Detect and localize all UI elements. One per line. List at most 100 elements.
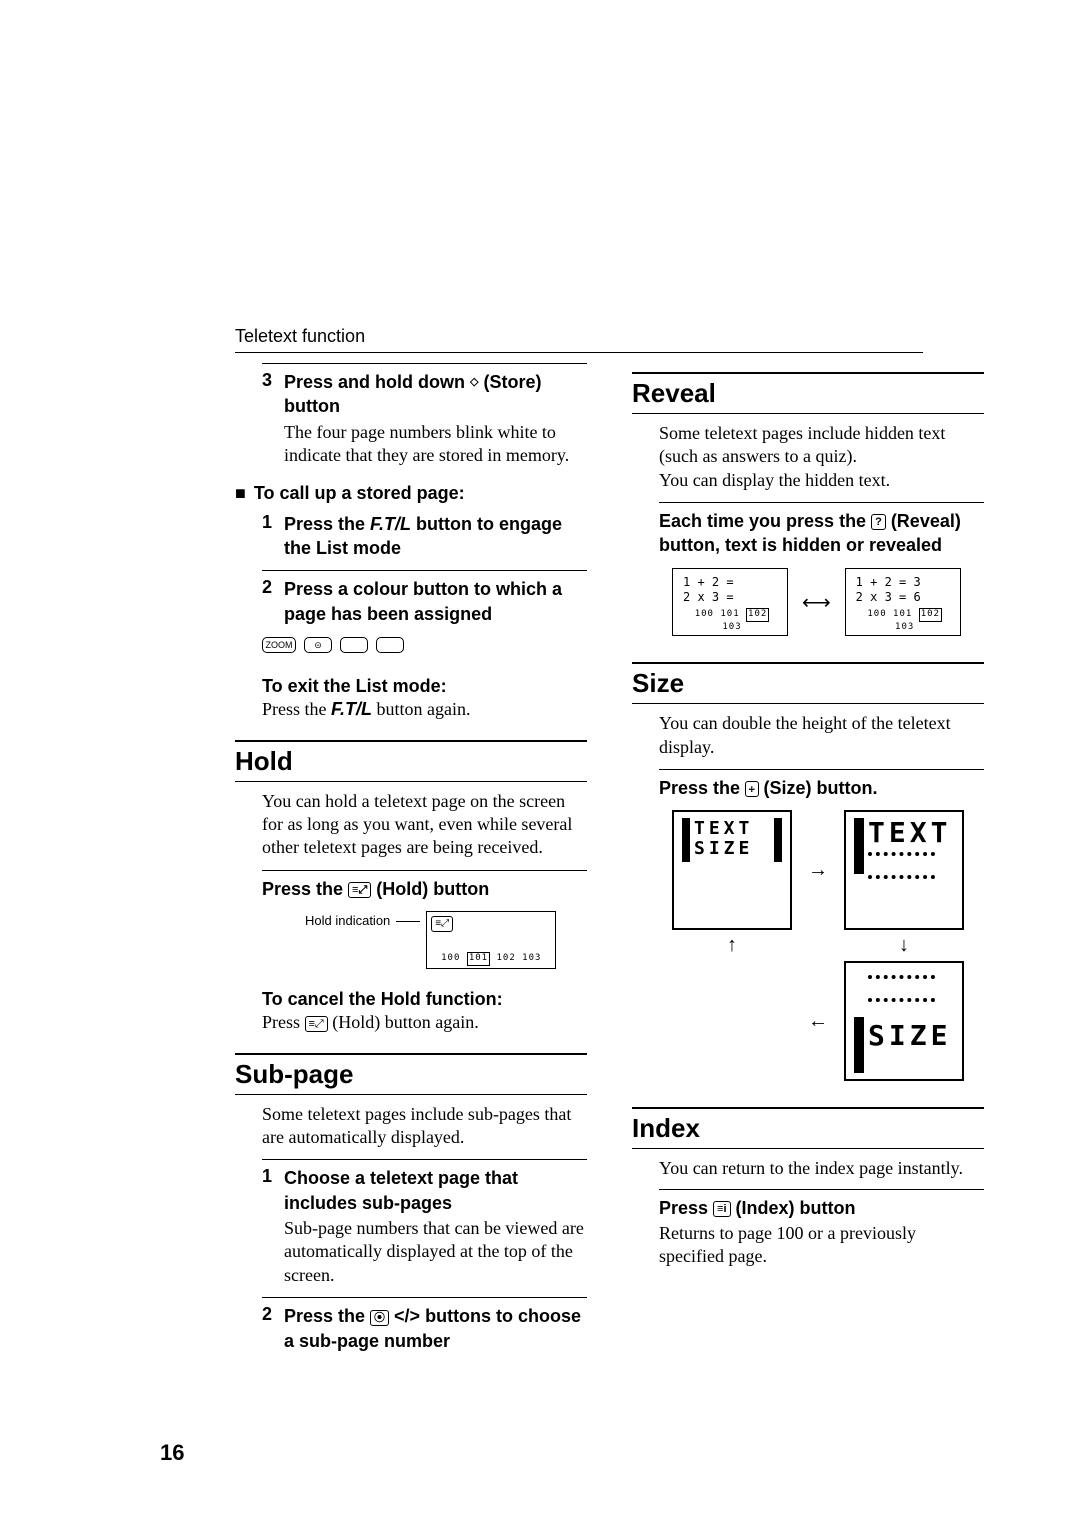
step-title: Press a colour button to which a page ha… [284, 577, 587, 626]
text: TEXT [868, 816, 951, 849]
colour-button-icon [376, 637, 404, 653]
section-rule-top [235, 1053, 587, 1055]
current-page: 102 [746, 608, 769, 622]
size-partial-icon [868, 975, 935, 1002]
hold-figure: Hold indication ≡⤢ 100 101 102 103 [305, 911, 587, 969]
subpage-heading: Sub-page [235, 1059, 587, 1090]
left-column: 3 Press and hold down ◇ (Store) button T… [235, 363, 587, 1353]
colour-button-icon: ⊝ [304, 637, 332, 653]
size-partial-icon [868, 852, 935, 879]
text: Each time you press the [659, 511, 871, 531]
size-intro: You can double the height of the teletex… [632, 712, 984, 759]
header-rule [235, 352, 923, 353]
text: button again. [372, 699, 470, 719]
subpage-button-icon: ⦿ [370, 1310, 389, 1326]
hold-press: Press the ≡⤢ (Hold) button [235, 877, 587, 901]
text: (Size) button. [759, 778, 878, 798]
step-number: 1 [262, 1166, 274, 1287]
hold-icon: ≡⤢ [431, 916, 453, 932]
size-heading: Size [632, 668, 984, 699]
size-cell-normal: TEXT SIZE [672, 810, 792, 930]
text: Press the [284, 1306, 370, 1326]
step-title: Choose a teletext page that includes sub… [284, 1166, 587, 1215]
hold-intro: You can hold a teletext page on the scre… [235, 790, 587, 860]
text: Press the [284, 514, 370, 534]
text: 103 [722, 622, 741, 632]
step-3-body: The four page numbers blink white to ind… [284, 421, 587, 468]
current-page: 101 [467, 952, 490, 966]
text: TEXT [694, 818, 753, 839]
line2: 2 x 3 = 6 [856, 590, 954, 606]
step-number: 1 [262, 512, 274, 561]
hold-icon: ≡⤢ [305, 1016, 328, 1032]
page-numbers: 100 101 102 103 [683, 606, 781, 633]
text: (Index) button [731, 1198, 856, 1218]
reveal-figure: 1 + 2 = 2 x 3 = 100 101 102 103 ⟷ 1 + 2 … [672, 568, 984, 637]
step-body: Sub-page numbers that can be viewed are … [284, 1217, 587, 1287]
ftl-label: F.T/L [370, 514, 411, 534]
right-arrow-icon: → [808, 859, 828, 882]
down-arrow-icon: ↓ [899, 934, 909, 956]
hold-cancel-body: Press ≡⤢ (Hold) button again. [235, 1011, 587, 1034]
leader-line [396, 921, 420, 922]
left-arrow-icon: ← [808, 1010, 828, 1033]
section-rule-top [632, 1107, 984, 1109]
current-page: 102 [919, 608, 942, 622]
hold-icon: ≡⤢ [348, 882, 371, 898]
reveal-icon: ? [871, 514, 886, 530]
text: SIZE [694, 838, 753, 859]
step-number: 2 [262, 1304, 274, 1353]
text: Press [262, 1012, 305, 1032]
colour-button-icons: ZOOM ⊝ [235, 634, 587, 656]
callup-step-2: 2 Press a colour button to which a page … [235, 577, 587, 626]
text: 100 101 [695, 609, 746, 619]
text: Press the [262, 699, 331, 719]
page-numbers: 100 101 102 103 [427, 950, 555, 966]
subpage-step-2: 2 Press the ⦿ </> buttons to choose a su… [235, 1304, 587, 1353]
page-number: 16 [160, 1440, 184, 1466]
step-title: Press the ⦿ </> buttons to choose a sub-… [284, 1304, 587, 1353]
text: Press the [659, 778, 745, 798]
step-title: Press the F.T/L button to engage the Lis… [284, 512, 587, 561]
text: Press the [262, 879, 348, 899]
ftl-label: F.T/L [331, 699, 372, 719]
reveal-intro: Some teletext pages include hidden text … [632, 422, 984, 492]
text: 100 [441, 953, 467, 963]
text: </> [389, 1306, 425, 1326]
text: (Hold) button again. [328, 1012, 479, 1032]
up-arrow-icon: ↑ [727, 934, 737, 956]
double-arrow-icon: ⟷ [802, 590, 831, 615]
subpage-intro: Some teletext pages include sub-pages th… [235, 1103, 587, 1150]
line1: 1 + 2 = 3 [856, 575, 954, 591]
step-3-title: Press and hold down ◇ (Store) button [284, 370, 587, 419]
text: 103 [895, 622, 914, 632]
size-cell-top: TEXT [844, 810, 964, 930]
screen-figure: ≡⤢ 100 101 102 103 [426, 911, 556, 969]
square-bullet-icon: ■ [235, 481, 246, 505]
store-icon: ◇ [470, 375, 478, 391]
reveal-press: Each time you press the ? (Reveal) butto… [632, 509, 984, 558]
section-header: Teletext function [235, 326, 365, 347]
stored-page-heading: ■ To call up a stored page: [235, 481, 587, 505]
line1: 1 + 2 = [683, 575, 781, 591]
heading-text: To call up a stored page: [254, 481, 465, 505]
subpage-step-1: 1 Choose a teletext page that includes s… [235, 1166, 587, 1287]
index-intro: You can return to the index page instant… [632, 1157, 984, 1180]
text: Press and hold down [284, 372, 470, 392]
page-numbers: 100 101 102 103 [856, 606, 954, 633]
size-press: Press the ⧾ (Size) button. [632, 776, 984, 800]
text: Press [659, 1198, 713, 1218]
colour-button-icon [340, 637, 368, 653]
text: SIZE [868, 1019, 951, 1052]
step-number: 3 [262, 370, 274, 467]
text: 100 101 [867, 609, 918, 619]
index-body: Returns to page 100 or a previously spec… [632, 1222, 984, 1269]
index-heading: Index [632, 1113, 984, 1144]
exit-list-body: Press the F.T/L button again. [235, 698, 587, 721]
hold-cancel-title: To cancel the Hold function: [235, 987, 587, 1011]
size-figure: TEXT SIZE → TEXT ↑ ↓ ← [672, 810, 984, 1081]
step-3: 3 Press and hold down ◇ (Store) button T… [235, 370, 587, 467]
text: (Hold) button [371, 879, 489, 899]
section-rule-top [632, 372, 984, 374]
hold-heading: Hold [235, 746, 587, 777]
